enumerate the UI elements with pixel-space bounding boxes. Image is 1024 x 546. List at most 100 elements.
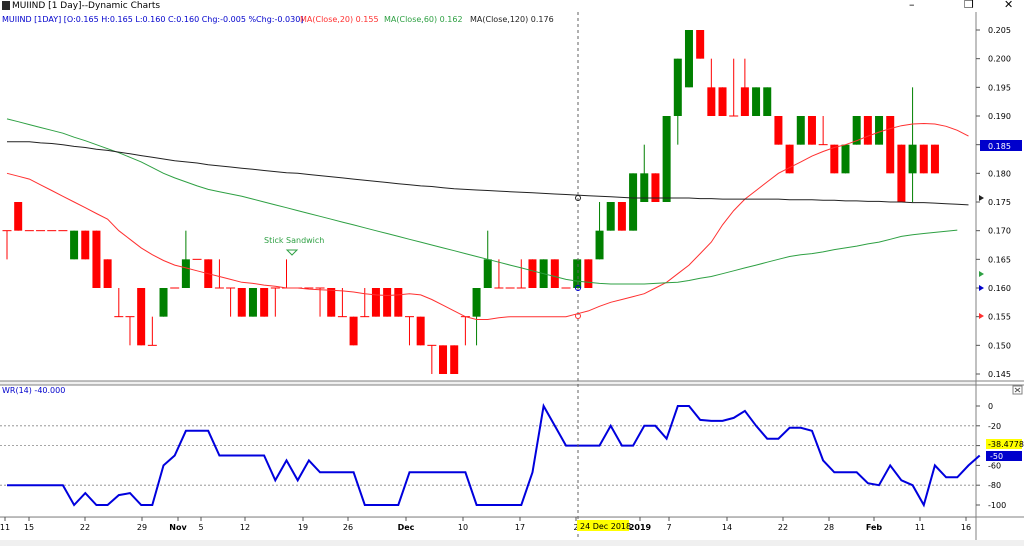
moving-averages (6, 118, 969, 320)
pattern-annotation: Stick Sandwich (264, 236, 324, 245)
candle-body (371, 288, 380, 317)
date-tick-label: 10 (458, 523, 468, 532)
candle-body (852, 116, 861, 145)
candle-body (103, 259, 112, 288)
ma120-marker (979, 195, 984, 201)
ohlc-header: MUIIND [1DAY] [O:0.165 H:0.165 L:0.160 C… (2, 15, 303, 24)
date-tick-label: 29 (137, 523, 147, 532)
date-tick-label: Nov (169, 523, 187, 532)
app-icon (2, 1, 10, 10)
candle-body (886, 116, 895, 174)
candle-body (181, 259, 190, 288)
candle-body (260, 288, 269, 317)
price-tick-label: 0.165 (988, 255, 1011, 264)
date-tick-label: 7 (666, 523, 671, 532)
ma20-label: MA(Close,20) 0.155 (300, 15, 379, 24)
candle-body (908, 144, 917, 174)
close-icon (1014, 387, 1021, 393)
ma60-label: MA(Close,60) 0.162 (384, 15, 463, 24)
candle-body (807, 116, 816, 145)
wr-line (7, 403, 981, 508)
date-tick-label: 28 (824, 523, 834, 532)
candle-body (897, 144, 906, 202)
candle-body (774, 116, 783, 145)
date-tick-label: 2019 (629, 523, 652, 532)
candle-body (673, 58, 682, 116)
candle-body (550, 259, 559, 288)
last-price-value: 0.185 (988, 142, 1011, 151)
candle-body (796, 116, 805, 145)
price-tick-label: 0.160 (988, 284, 1011, 293)
candle-body (919, 144, 928, 174)
candle-body (483, 259, 492, 288)
minimize-button[interactable]: – (909, 0, 915, 11)
restore-button[interactable]: ❐ (964, 0, 974, 11)
candles (2, 30, 939, 374)
candle-body (584, 259, 593, 288)
date-tick-label: Dec (398, 523, 415, 532)
ma120-label: MA(Close,120) 0.176 (470, 15, 554, 24)
date-tick-label: Feb (866, 523, 883, 532)
candle-body (394, 288, 403, 317)
date-tick-label: 5 (198, 523, 203, 532)
close-button[interactable]: ✕ (1004, 0, 1014, 11)
wr-series (7, 403, 981, 508)
candle-body (81, 230, 90, 260)
wr-current-tag-text: -50 (990, 452, 1003, 461)
candle-body (841, 144, 850, 174)
wr-value-tag-text: -38.4778 (988, 440, 1024, 449)
ma-line (6, 118, 958, 285)
wr-gridlines (0, 425, 976, 486)
date-tick-labels: 11 15 22 29 Nov 5 12 19 26 Dec 10 17 2 2019 7 14 22 28 Feb… (0, 517, 971, 532)
wr-tick-label: -20 (988, 422, 1001, 431)
date-tick-label: 17 (515, 523, 525, 532)
wr-tick-label: -60 (988, 461, 1001, 470)
candle-body (70, 230, 79, 260)
price-tick-label: 0.200 (988, 55, 1011, 64)
ma-line (7, 141, 969, 206)
date-tick-label: 19 (298, 523, 308, 532)
candle-body (137, 288, 146, 346)
title-bar: MUIIND [1 Day]--Dynamic Charts – ❐ ✕ (0, 0, 1024, 12)
candle-body (617, 202, 626, 231)
candle-body (573, 259, 582, 288)
wr-panel (0, 385, 976, 517)
candle-body (14, 202, 23, 231)
candle-body (327, 288, 336, 317)
cursor-date-text: 24 Dec 2018 (580, 522, 631, 531)
ma20-marker (979, 313, 984, 319)
candle-body (383, 288, 392, 317)
candle-body (349, 316, 358, 346)
date-tick-label: 22 (80, 523, 90, 532)
wr-tick-label: 0 (988, 402, 993, 411)
date-tick-label: 2 (573, 523, 578, 532)
crosshair-point (575, 313, 581, 319)
price-tick-label: 0.145 (988, 370, 1011, 379)
date-tick-label: 22 (778, 523, 788, 532)
date-tick-label: 16 (961, 523, 971, 532)
candle-body (248, 288, 257, 317)
candle-body (416, 316, 425, 346)
date-tick-label: 14 (722, 523, 732, 532)
wr-value-tag (986, 439, 1022, 449)
last-price-tag (980, 140, 1022, 151)
date-tick-label: 11 (0, 523, 10, 532)
candle-body (696, 30, 705, 59)
candle-body (606, 202, 615, 231)
price-tick-label: 0.190 (988, 112, 1011, 121)
wr-tick-label: -80 (988, 481, 1001, 490)
candle-body (472, 288, 481, 317)
price-tick-label: 0.205 (988, 26, 1011, 35)
candle-body (707, 87, 716, 116)
date-tick-label: 12 (240, 523, 250, 532)
wr-tick-label: -100 (988, 501, 1006, 510)
candle-body (752, 87, 761, 116)
ma60-marker (979, 271, 984, 277)
crosshair-point (575, 195, 581, 201)
close-marker (979, 285, 984, 291)
date-tick-label: 15 (24, 523, 34, 532)
candle-body (595, 230, 604, 260)
crosshair-point (575, 285, 581, 291)
price-tick-label: 0.195 (988, 83, 1011, 92)
